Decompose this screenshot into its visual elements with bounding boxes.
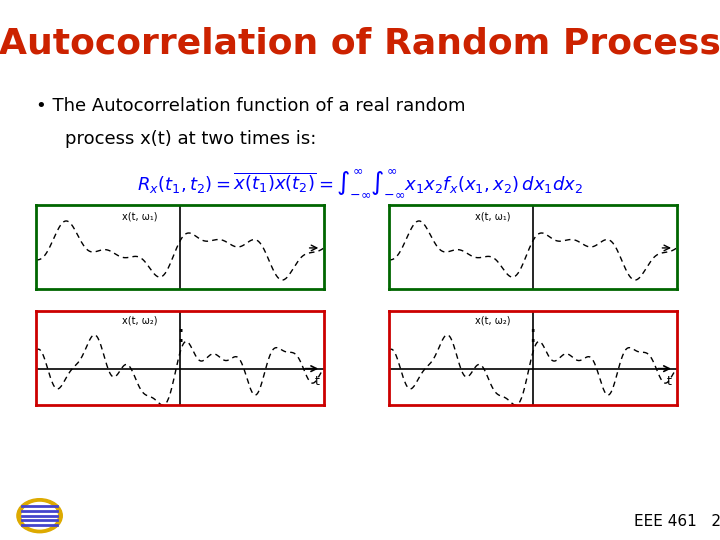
Circle shape <box>22 502 58 529</box>
Text: process x(t) at two times is:: process x(t) at two times is: <box>65 130 316 147</box>
Text: x(t, ω₁): x(t, ω₁) <box>475 212 510 222</box>
Text: x(t, ω₁): x(t, ω₁) <box>122 212 158 222</box>
Text: :: : <box>176 323 184 347</box>
Text: t: t <box>667 375 672 388</box>
Text: $R_x(t_1, t_2) = \overline{x(t_1)x(t_2)} = \int_{-\infty}^{\infty}\int_{-\infty}: $R_x(t_1, t_2) = \overline{x(t_1)x(t_2)}… <box>137 167 583 199</box>
Text: x(t, ω₂): x(t, ω₂) <box>475 315 510 325</box>
Text: t: t <box>315 375 319 388</box>
Text: :: : <box>528 323 537 347</box>
Text: Autocorrelation of Random Process: Autocorrelation of Random Process <box>0 27 720 61</box>
Circle shape <box>17 499 63 532</box>
Text: • The Autocorrelation function of a real random: • The Autocorrelation function of a real… <box>36 97 466 115</box>
Text: x(t, ω₂): x(t, ω₂) <box>122 315 158 325</box>
Text: EEE 461   23: EEE 461 23 <box>634 514 720 529</box>
